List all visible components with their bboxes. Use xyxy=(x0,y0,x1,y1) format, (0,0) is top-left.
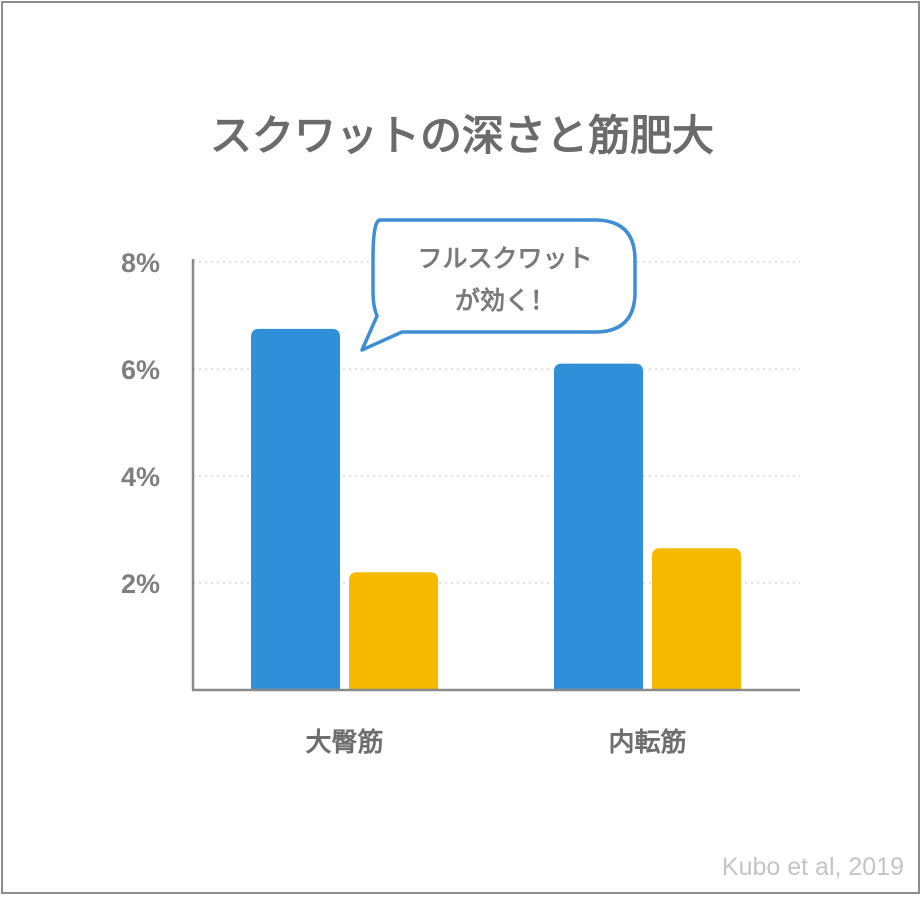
bar-2-series-1 xyxy=(554,363,643,690)
callout-text-line-1: フルスクワット xyxy=(417,244,592,273)
x-tick-label: 大臀筋 xyxy=(305,727,383,758)
callout-text-line-2: が効く！ xyxy=(455,286,555,315)
x-axis-ticks: 大臀筋 内転筋 xyxy=(305,727,686,758)
source-citation: Kubo et al, 2019 xyxy=(722,853,904,881)
chart-title: スクワットの深さと筋肥大 xyxy=(210,111,714,160)
x-tick-label: 内転筋 xyxy=(608,727,686,758)
bar-1-series-1 xyxy=(251,328,340,690)
callout-bubble-shape xyxy=(360,218,637,352)
callout-bubble: フルスクワット が効く！ xyxy=(360,218,637,352)
bars xyxy=(251,328,741,690)
bar-2-series-2 xyxy=(652,548,741,690)
y-tick-label: 6% xyxy=(121,355,160,385)
y-tick-label: 8% xyxy=(121,248,160,278)
bar-1-series-2 xyxy=(349,572,438,690)
y-tick-label: 4% xyxy=(121,462,160,492)
y-tick-label: 2% xyxy=(121,569,160,599)
y-axis-ticks: 8% 6% 4% 2% xyxy=(121,248,160,599)
